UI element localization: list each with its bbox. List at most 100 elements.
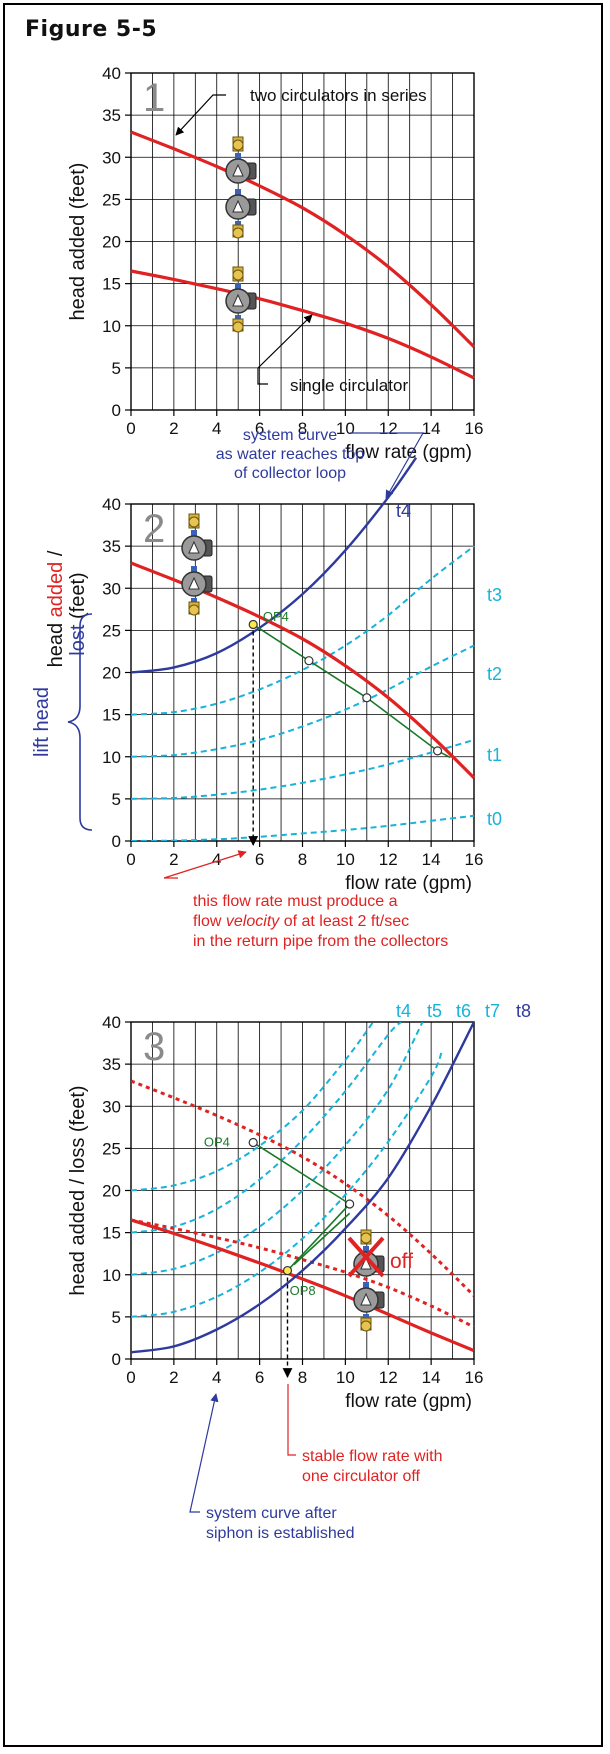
annotation-arrow xyxy=(350,432,425,499)
y-tick-label: 30 xyxy=(102,579,121,598)
operating-point xyxy=(248,619,258,630)
flow-arrow-icon xyxy=(360,1256,372,1270)
curve-label-t1: t1 xyxy=(487,745,502,765)
pipe-flange-icon xyxy=(363,1282,369,1288)
y-tick-label: 35 xyxy=(102,1055,121,1074)
y-tick-label: 25 xyxy=(102,190,121,209)
flow-rate-annotation: flow velocity of at least 2 ft/sec xyxy=(193,913,409,930)
y-tick-label: 5 xyxy=(112,1308,121,1327)
y-tick-label: 15 xyxy=(102,706,121,725)
panel-number: 2 xyxy=(143,507,165,551)
valve-handle-icon xyxy=(232,321,244,333)
curve-label-t4: t4 xyxy=(396,501,411,521)
x-tick-label: 10 xyxy=(336,419,355,438)
system-after-siphon-annotation: system curve after xyxy=(206,1505,337,1522)
single-circulator-curve xyxy=(131,1218,474,1353)
two-circulators-dotted-curve xyxy=(131,1079,474,1297)
y-tick-label: 40 xyxy=(102,1013,121,1032)
valve-handle-icon xyxy=(188,604,200,616)
y-axis-label: head added / xyxy=(45,550,67,667)
annotation-arrow xyxy=(189,1393,219,1513)
x-tick-label: 4 xyxy=(212,1368,221,1387)
x-tick-label: 16 xyxy=(465,419,484,438)
x-tick-label: 12 xyxy=(379,419,398,438)
op-label: OP8 xyxy=(290,1283,316,1298)
circulator-icon xyxy=(353,1229,385,1332)
single-circulator-dotted-curve xyxy=(131,1218,474,1329)
y-tick-label: 15 xyxy=(102,275,121,294)
y-tick-label: 20 xyxy=(102,1182,121,1201)
x-tick-label: 0 xyxy=(126,1368,135,1387)
curve-label-t0: t0 xyxy=(487,809,502,829)
pipe-flange-icon xyxy=(235,315,241,321)
x-tick-label: 8 xyxy=(298,419,307,438)
valve-handle-icon xyxy=(360,1232,372,1244)
y-tick-label: 0 xyxy=(112,832,121,851)
operating-point xyxy=(362,693,372,703)
y-tick-label: 40 xyxy=(102,495,121,514)
flow-arrow-icon xyxy=(188,576,200,590)
valve-handle-icon xyxy=(360,1320,372,1332)
op-link-line xyxy=(293,1212,351,1266)
annotation-leader xyxy=(287,1384,296,1456)
y-axis-label-lost: lost xyxy=(67,624,89,656)
y-axis-label: head added (feet) xyxy=(67,163,89,321)
y-tick-label: 40 xyxy=(102,64,121,83)
system-curve-t4 xyxy=(130,457,418,674)
operating-point xyxy=(432,746,443,756)
y-tick-label: 15 xyxy=(102,1224,121,1243)
flow-arrow-icon xyxy=(188,540,200,554)
system-curve-annotation: as water reaches top xyxy=(216,446,365,463)
x-tick-label: 6 xyxy=(255,850,264,869)
x-axis-label: flow rate (gpm) xyxy=(345,1391,472,1412)
x-axis-label: flow rate (gpm) xyxy=(345,442,472,463)
stable-flow-annotation: one circulator off xyxy=(302,1468,421,1485)
system-curve-t7 xyxy=(131,1051,443,1318)
x-tick-label: 2 xyxy=(169,419,178,438)
y-tick-label: 25 xyxy=(102,621,121,640)
annotation-single-circulator: single circulator xyxy=(290,376,408,395)
chart-2: 0 2 4 6 8 10 12 14 16 0 5 10 15 20 25 30 35 40 2 flow rate … xyxy=(31,427,502,950)
stable-flow-annotation: stable flow rate with xyxy=(302,1448,443,1465)
two-circulators-curve xyxy=(130,130,476,348)
curve-label-t3: t3 xyxy=(487,585,502,605)
system-curve-annotation: system curve xyxy=(243,427,337,444)
x-tick-label: 4 xyxy=(212,850,221,869)
flow-rate-annotation-part: flow xyxy=(193,913,226,930)
valve-handle-icon xyxy=(232,139,244,151)
system-curve-annotation: of collector loop xyxy=(234,465,346,482)
annotation-arrow xyxy=(257,314,313,385)
x-tick-label: 16 xyxy=(465,850,484,869)
x-tick-label: 14 xyxy=(422,419,441,438)
x-tick-label: 6 xyxy=(255,419,264,438)
pipe-flange-icon xyxy=(235,189,241,195)
x-tick-label: 8 xyxy=(298,850,307,869)
panel-number: 1 xyxy=(143,76,165,120)
valve-handle-icon xyxy=(188,516,200,528)
op-label: OP4 xyxy=(204,1135,230,1150)
curve-label-t6: t6 xyxy=(456,1001,471,1021)
y-tick-label: 10 xyxy=(102,317,121,336)
flow-arrow-icon xyxy=(232,199,244,213)
y-axis-label-added: added xyxy=(45,562,67,618)
system-curve-t3 xyxy=(131,545,475,716)
circulator-icon xyxy=(225,266,257,333)
y-tick-label: 5 xyxy=(112,359,121,378)
single-circulator-curve xyxy=(130,269,475,380)
operating-point xyxy=(345,1199,355,1209)
lift-head-label: lift head xyxy=(31,687,53,757)
x-tick-label: 14 xyxy=(422,1368,441,1387)
x-tick-label: 10 xyxy=(336,850,355,869)
y-tick-label: 25 xyxy=(102,1139,121,1158)
curve-label-t5: t5 xyxy=(427,1001,442,1021)
y-tick-label: 20 xyxy=(102,664,121,683)
system-after-siphon-annotation: siphon is established xyxy=(206,1525,355,1542)
operating-point xyxy=(282,1265,293,1276)
annotation-two-circulators: two circulators in series xyxy=(250,86,427,105)
panel-number: 3 xyxy=(143,1025,165,1069)
system-curve-t2 xyxy=(131,644,475,758)
x-tick-label: 12 xyxy=(379,850,398,869)
chart-1: 0 2 4 6 8 10 12 14 16 0 5 10 15 20 25 30 35 40 1 flow rate … xyxy=(67,64,483,463)
x-tick-label: 2 xyxy=(169,1368,178,1387)
